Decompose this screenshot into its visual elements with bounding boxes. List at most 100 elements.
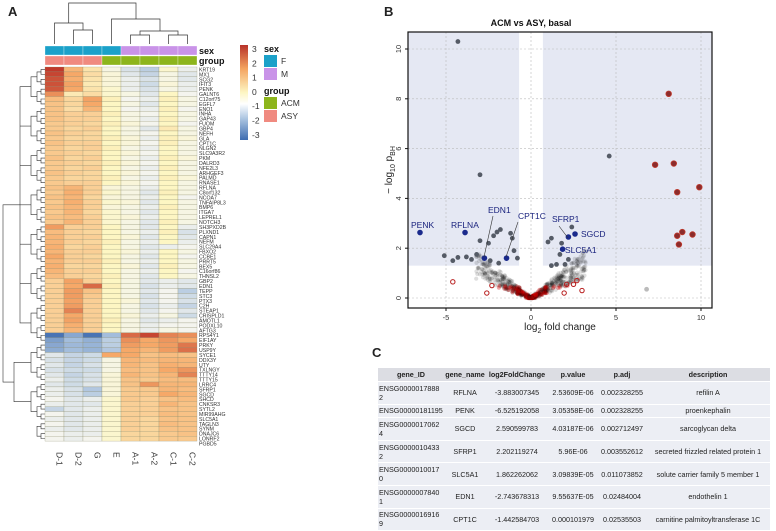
- background-point: [531, 295, 536, 301]
- heatmap-cell: [120, 145, 141, 151]
- background-point: [526, 293, 531, 299]
- heatmap-cell: [158, 396, 179, 402]
- background-point: [529, 295, 535, 301]
- heatmap-cell: [44, 229, 65, 235]
- background-point: [475, 265, 480, 270]
- background-point: [558, 281, 564, 286]
- background-point: [519, 292, 524, 297]
- background-point: [515, 289, 520, 295]
- heatmap-cell: [158, 135, 179, 141]
- heatmap-cell: [177, 253, 198, 260]
- column-header: p.value: [548, 368, 598, 382]
- gray-point: [494, 229, 500, 235]
- heatmap-cell: [139, 155, 160, 161]
- heatmap-cell: [139, 416, 160, 422]
- heatmap-cell: [139, 258, 160, 265]
- heatmap-cell: [44, 248, 65, 255]
- background-point: [516, 285, 521, 290]
- heatmap-cell: [139, 194, 160, 201]
- background-point: [512, 289, 518, 294]
- heatmap-cell: [120, 258, 141, 265]
- gene-label: PALMD: [199, 176, 217, 182]
- background-point: [529, 294, 534, 300]
- table-cell-gene-name: RFLNA: [444, 381, 486, 405]
- legend-label: M: [281, 69, 288, 79]
- background-point: [558, 276, 563, 281]
- heatmap-cell: [63, 229, 84, 235]
- background-point: [524, 294, 530, 300]
- background-point: [522, 289, 527, 294]
- background-point: [505, 287, 510, 293]
- background-point: [535, 292, 540, 298]
- gene-label: RNASE1: [199, 181, 220, 187]
- background-point: [538, 288, 543, 293]
- dendrogram-branch: [36, 110, 41, 122]
- dendrogram-branch: [36, 366, 41, 378]
- background-point: [527, 294, 532, 299]
- gene-label: PODXL10: [199, 323, 222, 329]
- background-point: [580, 250, 585, 256]
- background-point: [517, 287, 522, 292]
- background-point: [539, 287, 545, 292]
- background-point: [543, 285, 548, 291]
- chart-title: ACM vs ASY, basal: [491, 18, 572, 28]
- background-point: [511, 285, 517, 290]
- background-point: [534, 292, 539, 297]
- heatmap-cell: [82, 293, 103, 299]
- heatmap-cell: [101, 381, 122, 388]
- background-point: [533, 292, 538, 297]
- background-point: [516, 287, 521, 292]
- background-point: [510, 288, 516, 293]
- heatmap-cell: [44, 150, 65, 156]
- gene-label: STC3: [199, 294, 212, 300]
- red-point: [675, 241, 683, 248]
- background-point: [543, 288, 548, 293]
- background-point: [530, 294, 535, 299]
- heatmap-cell: [63, 165, 84, 171]
- heatmap-cell: [44, 86, 65, 92]
- background-point: [492, 277, 497, 282]
- group-annotation-cell: [177, 55, 198, 66]
- heatmap-cell: [82, 332, 103, 338]
- gene-label: USP9Y: [199, 348, 217, 354]
- heatmap-cell: [63, 76, 84, 82]
- heatmap-cell: [82, 411, 103, 417]
- heatmap-cell: [139, 401, 160, 407]
- heatmap-cell: [158, 111, 179, 117]
- significance-shading: [408, 32, 712, 266]
- background-point: [543, 286, 548, 291]
- heatmap-cell: [120, 165, 141, 171]
- heatmap-cell: [158, 381, 179, 388]
- heatmap-cell: [158, 416, 179, 422]
- heatmap-cell: [101, 229, 122, 235]
- background-point: [529, 295, 534, 301]
- heatmap-cell: [177, 332, 198, 338]
- background-point: [580, 269, 586, 274]
- heatmap-cell: [139, 288, 160, 294]
- gene-label: DALRD3: [199, 161, 220, 167]
- gene-label: PLXND1: [199, 230, 219, 236]
- background-point: [571, 260, 576, 266]
- heatmap-cell: [158, 367, 179, 373]
- dendrogram-branch: [40, 108, 45, 115]
- heatmap-cell: [158, 347, 179, 353]
- dendrogram-branch: [36, 91, 41, 102]
- group-annotation-cell: [120, 55, 141, 66]
- panel-label-b: B: [384, 4, 393, 19]
- red-open-point: [561, 290, 567, 296]
- panel-label-c: C: [372, 345, 382, 360]
- gene-label: SYCE1: [199, 353, 216, 359]
- heatmap-cell: [82, 327, 103, 333]
- background-point: [519, 291, 524, 296]
- heatmap-cell: [82, 76, 103, 82]
- heatmap-cell: [63, 317, 84, 324]
- background-point: [530, 295, 535, 300]
- background-point: [578, 260, 583, 265]
- heatmap-cell: [120, 209, 141, 215]
- heatmap-cell: [101, 204, 122, 210]
- heatmap-cell: [63, 189, 84, 196]
- gene-label: PENK: [199, 87, 214, 93]
- heatmap-cell: [177, 135, 198, 141]
- background-point: [482, 271, 488, 276]
